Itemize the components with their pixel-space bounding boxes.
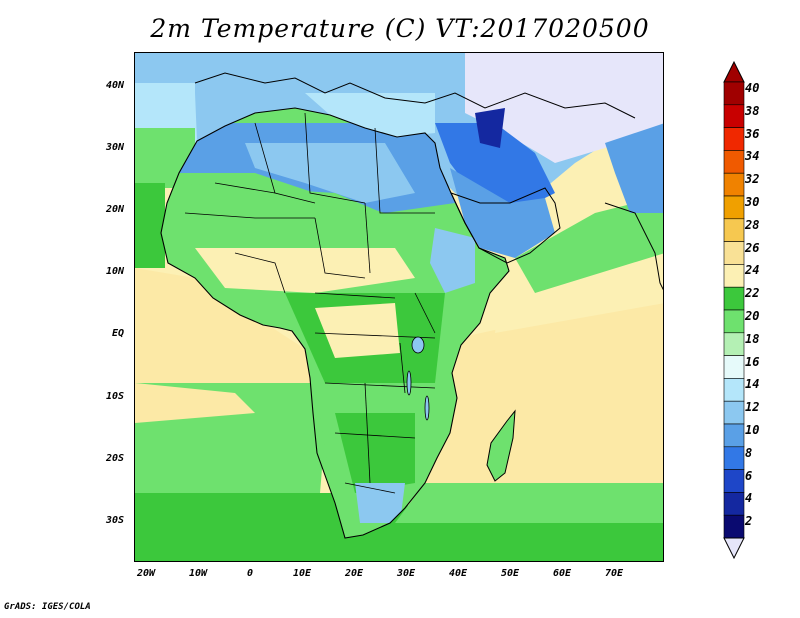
colorbar-tick-label: 18 — [745, 331, 760, 346]
colorbar-swatch — [723, 104, 745, 128]
colorbar-swatch — [723, 378, 745, 402]
colorbar-over-arrow — [723, 60, 745, 83]
colorbar-tick-label: 2 — [745, 514, 753, 529]
lat-label-10n: 10N — [105, 266, 124, 277]
colorbar-tick-label: 36 — [745, 126, 760, 141]
colorbar-tick-label: 32 — [745, 172, 760, 187]
colorbar-swatch — [723, 492, 745, 516]
ocean-indian-green — [395, 483, 663, 523]
land-south-dark — [335, 413, 415, 493]
temperature-map — [134, 52, 664, 562]
colorbar-swatch — [723, 423, 745, 448]
colorbar-tick-label: 38 — [745, 103, 760, 118]
lat-label-30n: 30N — [105, 142, 124, 153]
lon-label-10w: 10W — [188, 568, 208, 579]
lon-label-0: 0 — [246, 568, 254, 579]
region-arabia — [450, 168, 555, 258]
colorbar-tick-label: 22 — [745, 286, 760, 301]
land-ethiopia-blue — [430, 228, 475, 293]
lon-label-50e: 50E — [500, 568, 520, 579]
colorbar-swatch — [723, 469, 745, 493]
ocean-indian-warm — [405, 293, 663, 523]
colorbar-swatch — [723, 150, 745, 174]
country-borders — [184, 112, 436, 494]
colorbar-tick-label: 20 — [745, 309, 760, 323]
lon-label-40e: 40E — [448, 568, 468, 579]
land-sahel-green — [175, 183, 395, 263]
lakes — [406, 336, 430, 421]
india-coastline — [604, 202, 663, 291]
land-sahel-yellow — [195, 248, 415, 293]
colorbar-swatch — [723, 286, 745, 311]
colorbar-tick-label: 24 — [745, 263, 760, 278]
colorbar — [723, 60, 745, 560]
region-india-west — [605, 123, 663, 213]
lon-label-30e: 30E — [396, 568, 416, 579]
colorbar-tick-label: 26 — [745, 240, 760, 255]
map-canvas — [135, 53, 663, 561]
colorbar-swatch — [723, 195, 745, 220]
colorbar-swatch — [723, 446, 745, 470]
colorbar-swatch — [723, 264, 745, 288]
colorbar-swatch — [723, 172, 745, 197]
colorbar-swatch — [723, 332, 745, 356]
colorbar-tick-label: 28 — [745, 217, 760, 232]
lat-label-10s: 10S — [105, 391, 124, 402]
colorbar-tick-label: 14 — [745, 377, 760, 392]
lat-label-20n: 20N — [105, 204, 124, 215]
europe-coastline — [194, 72, 636, 119]
colorbar-tick-label: 16 — [745, 354, 760, 369]
colorbar-tick-label: 12 — [745, 400, 760, 415]
madagascar — [486, 409, 516, 482]
colorbar-tick-label: 8 — [745, 445, 753, 460]
africa-coastline — [160, 107, 510, 539]
colorbar-swatch — [723, 218, 745, 242]
lat-label-20s: 20S — [105, 453, 124, 464]
lat-label-30s: 30S — [105, 515, 124, 526]
colorbar-tick-label: 30 — [745, 195, 760, 209]
colorbar-swatch — [723, 355, 745, 379]
land-south-blue — [355, 483, 405, 523]
chart-title: 2m Temperature (C) VT:2017020500 — [150, 14, 650, 43]
arabia-coastline — [450, 187, 561, 264]
colorbar-swatch — [723, 127, 745, 151]
region-cold-navy — [475, 108, 505, 148]
region-med-sea — [305, 93, 435, 137]
land-central-yellow — [315, 303, 400, 358]
lat-label-eq: EQ — [111, 328, 124, 339]
lon-label-20w: 20W — [136, 568, 156, 579]
colorbar-swatch — [723, 309, 745, 334]
lat-label-40n: 40N — [105, 80, 124, 91]
colorbar-swatch — [723, 514, 745, 539]
colorbar-swatch — [723, 241, 745, 265]
colorbar-tick-label: 10 — [745, 423, 760, 437]
region-middle-east — [435, 123, 555, 213]
footer-credit: GrADS: IGES/COLA — [4, 602, 91, 612]
lon-label-10e: 10E — [292, 568, 312, 579]
ocean-atlantic-band — [135, 383, 255, 423]
colorbar-tick-label: 40 — [745, 81, 760, 95]
colorbar-tick-label: 34 — [745, 149, 760, 164]
ocean-arabian-green — [515, 203, 663, 293]
colorbar-under-arrow — [723, 537, 745, 560]
colorbar-swatch — [723, 81, 745, 106]
land-sahara-light — [245, 143, 415, 203]
lon-label-70e: 70E — [604, 568, 624, 579]
colorbar-tick-label: 6 — [745, 468, 753, 483]
lon-label-20e: 20E — [344, 568, 364, 579]
colorbar-tick-label: 4 — [745, 491, 753, 506]
colorbar-swatch — [723, 400, 745, 425]
ocean-atlantic-green — [135, 183, 165, 268]
lon-label-60e: 60E — [552, 568, 572, 579]
ocean-atlantic-warm — [135, 268, 315, 383]
